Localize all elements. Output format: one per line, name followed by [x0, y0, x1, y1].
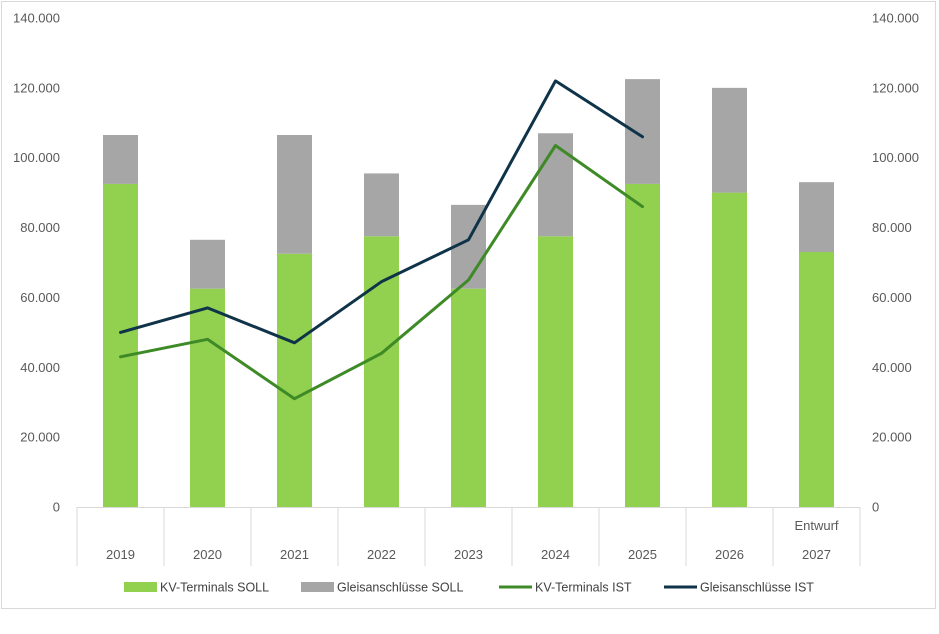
x-axis: 2019 2020 2021 2022 2023 2024 2025 2026 2027 Entw…	[76, 507, 861, 566]
bar-gleisanschluesse-soll	[103, 135, 138, 184]
y-tick-label-left: 0	[53, 500, 60, 515]
bar-kv-terminals-soll	[538, 236, 573, 507]
legend-label: Gleisanschlüsse IST	[700, 581, 814, 595]
y-tick-label-right: 0	[872, 500, 879, 515]
y-tick-label-left: 40.000	[20, 360, 60, 375]
y-tick-label-left: 60.000	[20, 290, 60, 305]
bar-gleisanschluesse-soll	[712, 87, 747, 193]
lines-layer	[119, 79, 644, 401]
y-tick-label-left: 20.000	[20, 430, 60, 445]
bar-kv-terminals-soll	[451, 288, 486, 507]
x-tick-label: 2021	[280, 547, 309, 562]
bar-kv-terminals-soll	[625, 183, 660, 508]
legend-swatch	[124, 582, 157, 592]
legend-label: KV-Terminals IST	[535, 581, 632, 595]
bar-kv-terminals-soll	[277, 253, 312, 507]
y-axis-right: 0 20.000 40.000 60.000 80.000 100.000 120.000 1…	[872, 11, 919, 515]
x-tick-label: 2026	[715, 547, 744, 562]
y-tick-label-right: 20.000	[872, 430, 912, 445]
bar-kv-terminals-soll	[190, 288, 225, 507]
x-tick-label: 2027	[802, 547, 831, 562]
legend-label: Gleisanschlüsse SOLL	[337, 581, 464, 595]
x-tick-label: 2022	[367, 547, 396, 562]
bar-gleisanschluesse-soll	[625, 79, 660, 184]
bars-layer	[103, 79, 834, 508]
bar-gleisanschluesse-soll	[277, 135, 312, 254]
y-tick-label-right: 60.000	[872, 290, 912, 305]
bar-kv-terminals-soll	[799, 252, 834, 507]
legend: KV-Terminals SOLL Gleisanschlüsse SOLL KV-…	[124, 581, 814, 595]
legend-swatch	[301, 582, 334, 592]
x-tick-label: 2019	[106, 547, 135, 562]
bar-kv-terminals-soll	[712, 192, 747, 507]
line-gleisanschluesse-ist	[119, 79, 644, 345]
y-tick-label-left: 140.000	[13, 11, 60, 26]
x-tick-label: 2020	[193, 547, 222, 562]
chart-frame	[1, 1, 936, 609]
y-tick-label-left: 80.000	[20, 220, 60, 235]
y-tick-label-right: 140.000	[872, 11, 919, 26]
y-tick-label-right: 40.000	[872, 360, 912, 375]
y-tick-label-right: 120.000	[872, 80, 919, 95]
legend-label: KV-Terminals SOLL	[160, 581, 269, 595]
line-kv-terminals-ist	[119, 144, 644, 401]
x-tick-label: 2023	[454, 547, 483, 562]
y-tick-label-right: 100.000	[872, 150, 919, 165]
bar-gleisanschluesse-soll	[799, 182, 834, 253]
y-tick-label-left: 100.000	[13, 150, 60, 165]
bar-gleisanschluesse-soll	[364, 173, 399, 237]
bar-kv-terminals-soll	[103, 183, 138, 508]
x-tick-label: 2025	[628, 547, 657, 562]
bar-gleisanschluesse-soll	[538, 133, 573, 237]
bar-gleisanschluesse-soll	[190, 239, 225, 289]
y-tick-label-right: 80.000	[872, 220, 912, 235]
x-tick-label: 2024	[541, 547, 570, 562]
y-tick-label-left: 120.000	[13, 80, 60, 95]
x-category-note: Entwurf	[794, 518, 838, 533]
y-axis-left: 0 20.000 40.000 60.000 80.000 100.000 120.000 1…	[13, 11, 60, 515]
